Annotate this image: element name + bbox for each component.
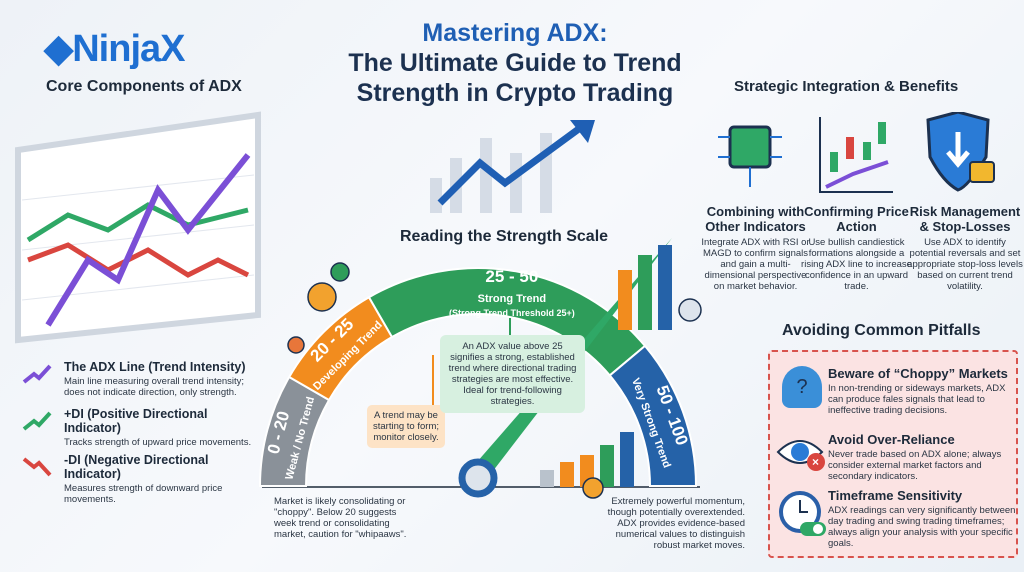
strategic-item-title: Confirming Price Action: [804, 204, 909, 234]
note-weak: Market is likely consolidating or "chopp…: [274, 496, 407, 540]
decorative-bar: [620, 432, 634, 487]
strategic-icons: [718, 112, 995, 193]
decorative-bar: [658, 245, 672, 330]
strategic-item-title: Risk Management & Stop-Losses: [909, 204, 1021, 234]
trend-up-arrow-icon: [22, 364, 52, 384]
title-line-2: The Ultimate Guide to Trend: [348, 49, 682, 77]
strategic-item-desc: Integrate ADX with RSI or MAGD to confir…: [701, 237, 810, 292]
pitfalls-heading: Avoiding Common Pitfalls: [782, 322, 981, 339]
strategic-heading: Strategic Integration & Benefits: [734, 78, 959, 95]
ninjax-logo: ◆NinjaX: [44, 28, 185, 70]
candlestick-chart-icon: [819, 117, 893, 193]
ethereum-coin-icon: [330, 262, 350, 282]
ethereum-coin-icon: [678, 298, 702, 322]
decorative-bar: [618, 270, 632, 330]
gauge-label: (Strong Trend Threshold 25+): [449, 308, 575, 318]
bitcoin-coin-icon: [307, 282, 337, 312]
svg-text:×: ×: [812, 455, 819, 469]
core-item-desc: Tracks strength of upward price movement…: [64, 437, 252, 448]
pitfall-title: Beware of “Choppy” Markets: [828, 366, 1008, 381]
pitfall-item: Beware of “Choppy” Markets In non-trendin…: [828, 366, 1018, 416]
core-item-desc: Measures strength of downward price move…: [64, 483, 223, 505]
trend-down-arrow-icon: [22, 457, 52, 477]
core-item-title: The ADX Line (Trend Intensity): [64, 360, 246, 374]
eye-cross-icon: ×: [776, 440, 825, 471]
trend-up-arrow-icon: [22, 411, 52, 431]
pitfall-item: Timeframe Sensitivity ADX readings can ve…: [828, 488, 1018, 549]
pitfall-title: Avoid Over-Reliance: [828, 432, 955, 447]
strategic-item-confirming: Confirming Price Action Use bullish candi…: [799, 204, 914, 292]
note-developing: A trend may be starting to form; monitor…: [367, 405, 445, 448]
decorative-bar: [600, 445, 614, 487]
core-item-title: -DI (Negative Directional Indicator): [64, 453, 209, 481]
pitfall-item: Avoid Over-Reliance Never trade based on …: [828, 432, 1018, 482]
gauge-range: 25 - 50: [485, 267, 538, 286]
pitfall-title: Timeframe Sensitivity: [828, 488, 963, 503]
pitfall-desc: ADX readings can very significantly betw…: [828, 505, 1016, 549]
coin-icon: [287, 336, 305, 354]
core-item-adx: The ADX Line (Trend Intensity) Main line…: [22, 360, 262, 398]
title-line-3: Strength in Crypto Trading: [356, 79, 674, 107]
title-line-1: Mastering ADX:: [422, 19, 608, 47]
note-very-strong: Extremely powerful momentum, though pote…: [607, 496, 745, 551]
strategic-item-title: Combining with Other Indicators: [705, 204, 806, 234]
note-strong: An ADX value above 25 signifies a strong…: [440, 335, 585, 413]
strategic-item-desc: Use ADX to identify potential reversals …: [907, 237, 1023, 292]
strategic-item-desc: Use bullish candiestick formations along…: [801, 237, 912, 292]
strategic-item-combining: Combining with Other Indicators Integrate…: [698, 204, 813, 292]
decorative-bar: [638, 255, 652, 330]
scale-heading: Reading the Strength Scale: [400, 228, 609, 245]
gauge-segment-developing: [287, 295, 394, 402]
core-item-minus-di: -DI (Negative Directional Indicator) Mea…: [22, 453, 262, 505]
chip-icon: [718, 125, 782, 187]
rising-arrow-icon: [430, 120, 595, 213]
gauge-label: Strong Trend: [478, 293, 546, 305]
pitfalls-panel: ? Beware of “Choppy” Markets In non-trend…: [768, 350, 1018, 558]
page-title: Mastering ADX: The Ultimate Guide to Tre…: [330, 18, 700, 108]
gauge-hub: [458, 458, 498, 498]
pitfall-desc: Never trade based on ADX alone; always c…: [828, 449, 1002, 482]
decorative-bar: [560, 462, 574, 487]
core-item-title: +DI (Positive Directional Indicator): [64, 407, 208, 435]
pitfall-desc: In non-trending or sideways markets, ADX…: [828, 383, 1006, 416]
gauge-label-strong: 25 - 50 Strong Trend (Strong Trend Thresho…: [449, 267, 575, 318]
core-heading: Core Components of ADX: [46, 78, 242, 95]
confused-person-icon: ?: [782, 366, 822, 408]
strategic-item-risk: Risk Management & Stop-Losses Use ADX to …: [905, 204, 1024, 292]
gauge-segment-very-strong: [608, 344, 698, 487]
core-item-desc: Main line measuring overall trend intens…: [64, 376, 245, 398]
bitcoin-coin-icon: [582, 477, 604, 499]
shield-lock-icon: [926, 112, 995, 192]
decorative-bar: [540, 470, 554, 487]
chart-monitor-icon: [15, 111, 261, 344]
core-item-plus-di: +DI (Positive Directional Indicator) Tra…: [22, 407, 262, 448]
clock-toggle-icon: [779, 491, 826, 536]
ninja-icon: ◆: [44, 28, 73, 70]
